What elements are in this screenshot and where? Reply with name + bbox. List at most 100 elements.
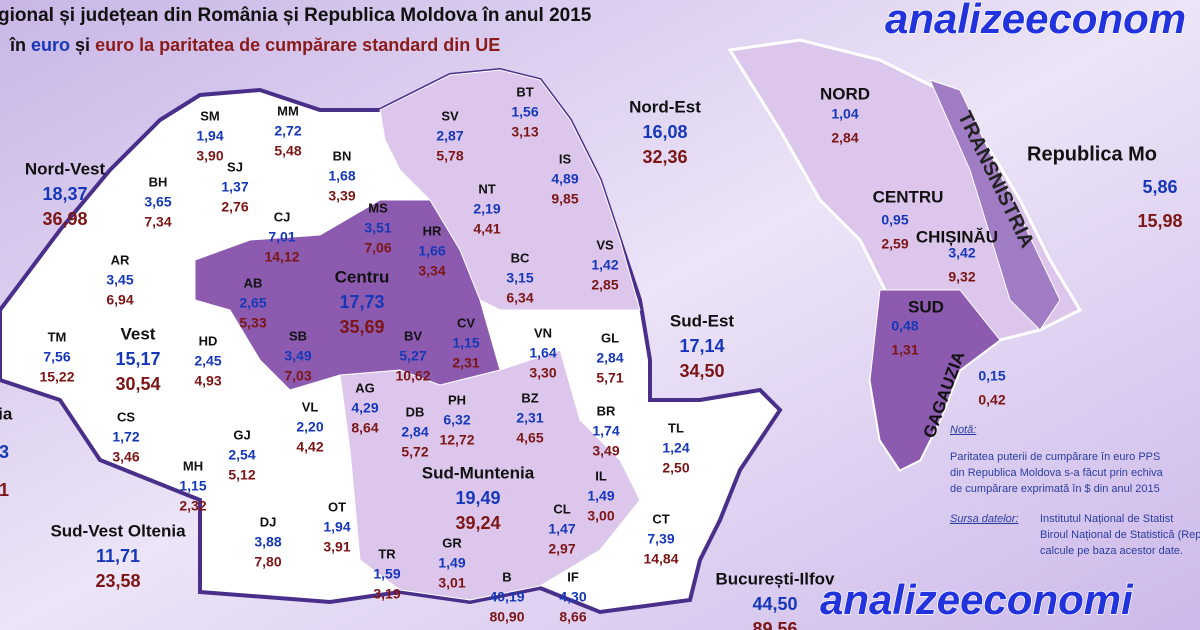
region-euro: 16,08 [642, 122, 687, 142]
county-pps: 5,12 [228, 467, 255, 483]
county-euro: 1,47 [548, 521, 575, 537]
county-pps: 4,42 [296, 439, 323, 455]
moldova-region-pps: 0,42 [978, 392, 1005, 408]
county-pps: 5,78 [436, 148, 463, 164]
region-pps: 36,98 [42, 209, 87, 229]
county-euro: 3,65 [144, 194, 171, 210]
county-pps: 3,46 [112, 449, 139, 465]
county-code: AG [355, 380, 375, 395]
county-code: TR [378, 546, 396, 561]
county-euro: 1,49 [438, 555, 465, 571]
region-name: Vest [121, 324, 156, 343]
county-code: BV [404, 328, 422, 343]
region-name: Centru [335, 267, 390, 286]
county-code: GL [601, 330, 619, 345]
county-euro: 7,01 [268, 229, 295, 245]
moldova-region-name: SUD [908, 297, 944, 316]
region-nord-est [379, 69, 641, 311]
county-code: BN [333, 148, 352, 163]
watermark: analizeeconom [885, 0, 1186, 42]
county-euro: 4,30 [559, 589, 586, 605]
moldova-region-pps: 2,84 [831, 130, 858, 146]
county-euro: 3,15 [506, 270, 533, 286]
county-pps: 8,64 [351, 420, 378, 436]
moldova-pps: 15,98 [1137, 211, 1182, 231]
region-pps: 23,58 [95, 571, 140, 591]
county-euro: 1,15 [452, 335, 479, 351]
county-pps: 6,94 [106, 292, 133, 308]
county-pps: 9,85 [551, 191, 578, 207]
county-euro: 2,20 [296, 419, 323, 435]
note-line: de cumpărare exprimată în $ din anul 201… [950, 483, 1160, 495]
county-code: TL [668, 420, 684, 435]
county-euro: 1,37 [221, 179, 248, 195]
county-code: DB [406, 404, 425, 419]
county-euro: 2,84 [401, 424, 428, 440]
county-code: BR [597, 403, 616, 418]
county-euro: 1,56 [511, 104, 538, 120]
county-pps: 15,22 [39, 369, 74, 385]
county-pps: 4,41 [473, 221, 500, 237]
region-pps: 39,24 [455, 513, 500, 533]
county-pps: 10,62 [395, 368, 430, 384]
county-euro: 2,84 [596, 350, 623, 366]
note-line: din Republica Moldova s-a făcut prin ech… [950, 467, 1164, 479]
county-pps: 2,85 [591, 277, 618, 293]
romania-total-pps: 1 [0, 480, 9, 500]
county-euro: 2,54 [228, 447, 255, 463]
county-code: DJ [260, 514, 277, 529]
moldova-region-euro: 0,15 [978, 368, 1005, 384]
county-euro: 7,56 [43, 349, 70, 365]
county-euro: 1,66 [418, 243, 445, 259]
county-euro: 1,68 [328, 168, 355, 184]
region-centru [194, 199, 501, 391]
county-pps: 4,65 [516, 430, 543, 446]
region-name: Sud-Est [670, 311, 735, 330]
county-euro: 2,31 [516, 410, 543, 426]
county-euro: 4,29 [351, 400, 378, 416]
county-code: VS [596, 237, 614, 252]
moldova-euro: 5,86 [1142, 177, 1177, 197]
county-code: HD [199, 333, 218, 348]
county-code: CS [117, 409, 135, 424]
county-code: NT [478, 181, 495, 196]
county-euro: 1,42 [591, 257, 618, 273]
county-pps: 2,32 [179, 498, 206, 514]
county-code: HR [423, 223, 442, 238]
county-pps: 3,01 [438, 575, 465, 591]
county-pps: 3,00 [587, 508, 614, 524]
moldova-region-euro: 0,48 [891, 318, 918, 334]
romania-total-name: nia [0, 404, 13, 423]
county-code: TM [48, 329, 67, 344]
moldova-region-name: CENTRU [873, 187, 944, 206]
county-pps: 3,91 [323, 539, 350, 555]
county-code: PH [448, 392, 466, 407]
county-pps: 5,71 [596, 370, 623, 386]
county-pps: 7,03 [284, 368, 311, 384]
county-pps: 2,31 [452, 355, 479, 371]
county-code: VL [302, 399, 319, 414]
county-pps: 2,50 [662, 460, 689, 476]
romania-total-euro: 3 [0, 442, 9, 462]
moldova-region-pps: 9,32 [948, 269, 975, 285]
note-heading: Notă: [950, 424, 976, 436]
county-code: CJ [274, 209, 291, 224]
region-euro: 17,73 [339, 292, 384, 312]
region-pps: 89,56 [752, 619, 797, 630]
subtitle-part: în [9, 35, 26, 55]
county-pps: 4,93 [194, 373, 221, 389]
county-euro: 1,94 [196, 128, 223, 144]
county-pps: 12,72 [439, 432, 474, 448]
county-euro: 1,59 [373, 566, 400, 582]
region-pps: 32,36 [642, 147, 687, 167]
county-pps: 5,33 [239, 315, 266, 331]
region-euro: 17,14 [679, 336, 724, 356]
county-euro: 1,49 [587, 488, 614, 504]
county-pps: 3,13 [511, 124, 538, 140]
region-name: Sud-Vest Oltenia [50, 521, 186, 540]
county-pps: 2,76 [221, 199, 248, 215]
county-code: GJ [233, 427, 250, 442]
subtitle-part: și [75, 35, 90, 55]
region-name: Sud-Muntenia [422, 463, 535, 482]
